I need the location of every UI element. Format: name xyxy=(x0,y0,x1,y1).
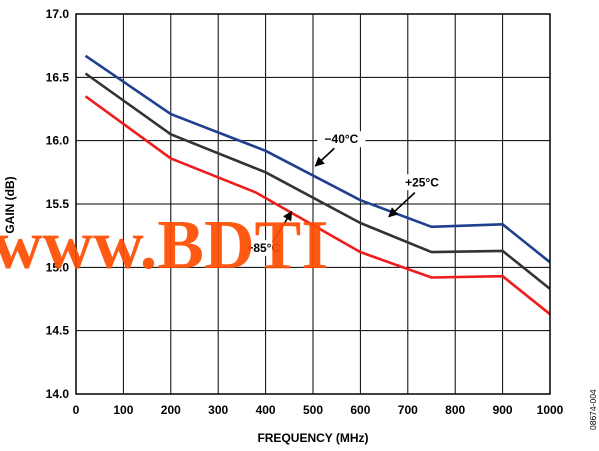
y-tick-label: 14.0 xyxy=(46,387,70,401)
grid xyxy=(75,13,551,395)
y-tick-label: 16.0 xyxy=(46,134,70,148)
series-line-0 xyxy=(84,54,551,264)
y-axis-title: GAIN (dB) xyxy=(3,176,17,233)
y-tick-label: 15.5 xyxy=(46,197,70,211)
y-tick-label: 16.5 xyxy=(46,70,70,84)
annotation-label-bg xyxy=(317,131,366,148)
x-tick-label: 800 xyxy=(445,403,465,417)
figure-id: 08674-004 xyxy=(588,389,598,430)
x-tick-label: 700 xyxy=(398,403,418,417)
series-line-2 xyxy=(84,95,551,316)
x-axis-title: FREQUENCY (MHz) xyxy=(257,431,368,445)
y-tick-label: 15.0 xyxy=(46,260,70,274)
x-tick-label: 900 xyxy=(493,403,513,417)
x-tick-label: 300 xyxy=(208,403,228,417)
y-tick-label: 17.0 xyxy=(46,7,70,21)
annotation-label: −40°C xyxy=(325,132,359,146)
x-tick-label: 0 xyxy=(73,403,80,417)
x-tick-label: 500 xyxy=(303,403,323,417)
annotation-arrow xyxy=(388,192,416,218)
x-tick-label: 100 xyxy=(113,403,133,417)
series-annotations: −40°C +25°C +85°C xyxy=(239,131,447,257)
plot-frame xyxy=(75,13,551,395)
series-lines xyxy=(84,54,551,316)
x-tick-label: 600 xyxy=(350,403,370,417)
x-tick-label: 1000 xyxy=(537,403,564,417)
annotation-arrow xyxy=(314,147,335,167)
x-tick-label: 200 xyxy=(161,403,181,417)
x-tick-label: 400 xyxy=(256,403,276,417)
annotation-label-bg xyxy=(239,240,288,257)
annotation-arrow xyxy=(272,210,293,243)
annotation-label-bg xyxy=(398,174,447,191)
tick-labels: 0 100 200 300 400 500 600 700 800 900 1000 14.0 14.5… xyxy=(46,7,564,417)
annotation-label: +25°C xyxy=(405,175,439,189)
series-line-1 xyxy=(84,72,551,290)
annotation-label: +85°C xyxy=(246,241,280,255)
y-tick-label: 14.5 xyxy=(46,324,70,338)
watermark-text: www.BDTI xyxy=(0,207,328,284)
